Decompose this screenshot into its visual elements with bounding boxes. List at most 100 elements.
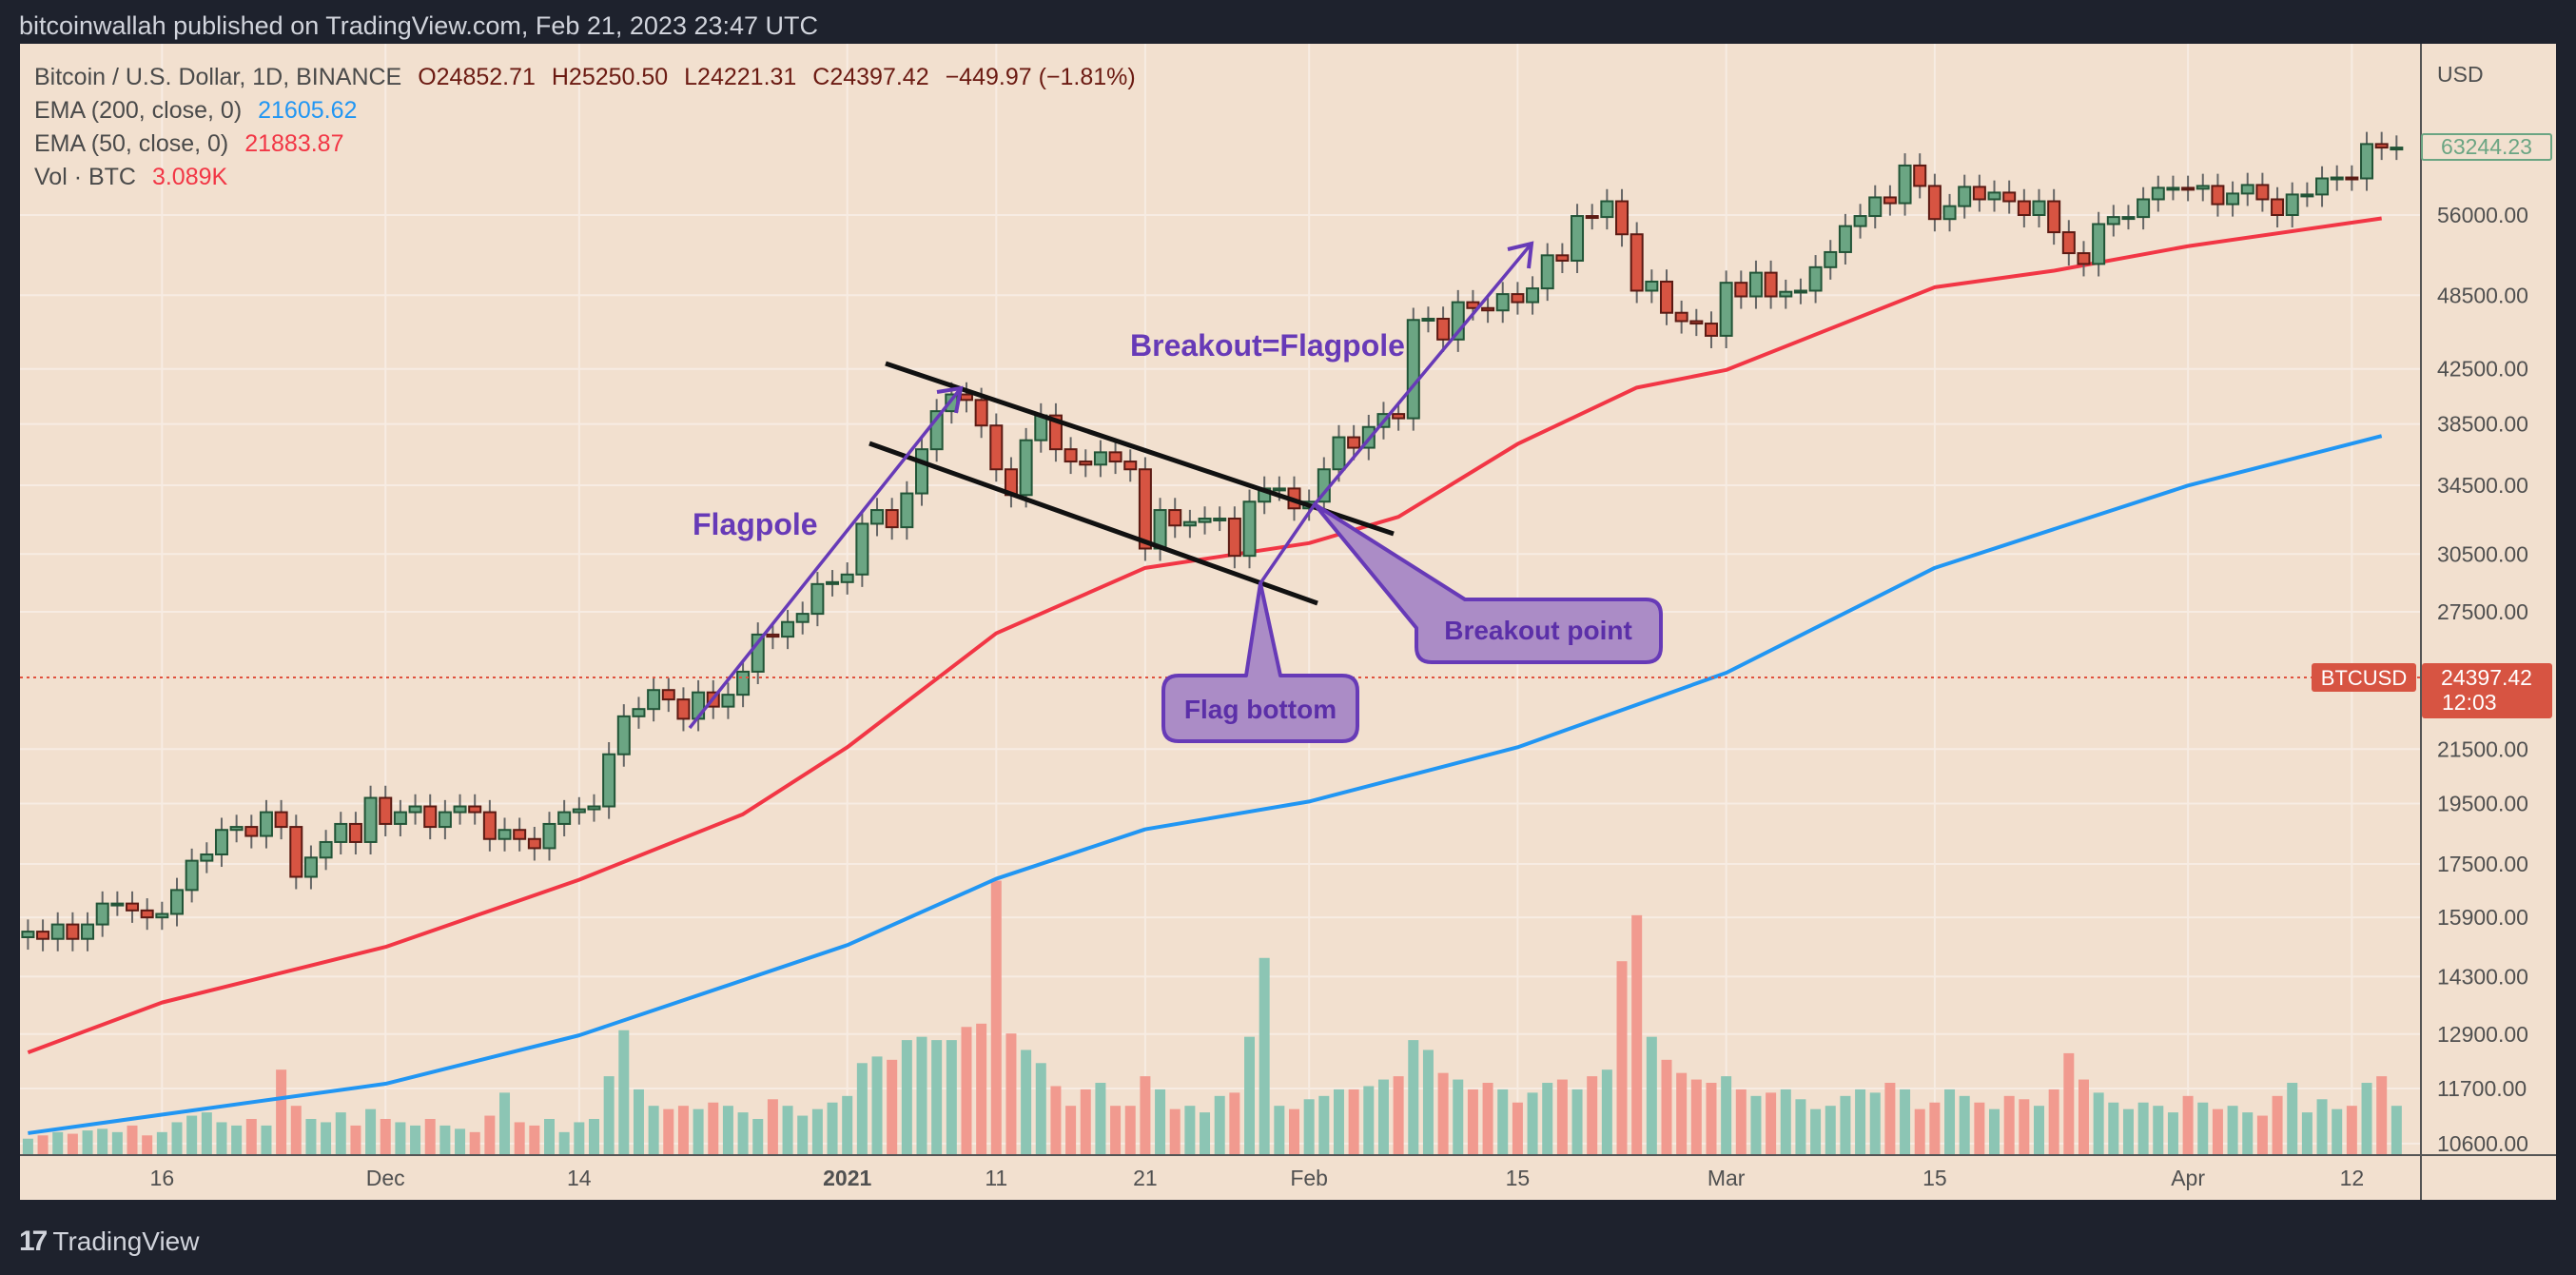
volume-bar: [976, 1023, 987, 1155]
volume-bar: [1021, 1049, 1032, 1155]
price-tick-label: 11700.00: [2437, 1076, 2527, 1101]
flag-bottom-callout[interactable]: Flag bottom: [1161, 581, 1359, 743]
volume-bar: [2093, 1092, 2104, 1155]
candle: [2390, 147, 2404, 151]
volume-bar: [1065, 1106, 1077, 1155]
candle: [2285, 193, 2299, 217]
candle: [2240, 184, 2254, 195]
tradingview-logo[interactable]: 17 TradingView: [19, 1226, 199, 1258]
volume-bar: [1200, 1112, 1211, 1155]
volume-bar: [111, 1131, 123, 1155]
candle: [2360, 143, 2374, 180]
price-tick-label: 34500.00: [2437, 473, 2528, 498]
price-tick-label: 48500.00: [2437, 283, 2528, 307]
candle: [572, 808, 586, 814]
price-tick-label: 12900.00: [2437, 1022, 2528, 1047]
candle: [348, 822, 362, 843]
candle: [1853, 215, 1867, 227]
volume-bar: [1408, 1040, 1419, 1155]
volume-bar: [2346, 1106, 2357, 1155]
volume-bar: [1989, 1108, 2000, 1155]
volume-bar: [499, 1092, 511, 1155]
candle: [1555, 254, 1570, 262]
candle: [602, 753, 616, 808]
volume-bar: [1914, 1108, 1925, 1155]
price-tick-label: 21500.00: [2437, 736, 2528, 761]
volume-bar: [350, 1125, 361, 1155]
candle: [2315, 177, 2330, 196]
candle: [1600, 200, 1614, 219]
volume-bar: [1437, 1072, 1449, 1155]
breakout-point-callout[interactable]: Breakout point: [1313, 502, 1663, 664]
candle: [840, 573, 854, 583]
publish-info: bitcoinwallah published on TradingView.c…: [19, 11, 819, 40]
chart-background: [20, 44, 2556, 1200]
volume-bar: [1035, 1063, 1046, 1155]
volume-bar: [216, 1122, 227, 1155]
candle: [781, 620, 795, 638]
volume-bar: [2019, 1099, 2030, 1155]
candle: [736, 670, 751, 696]
price-tick-label: 56000.00: [2437, 203, 2528, 227]
flag-upper-trendline[interactable]: [885, 361, 1395, 537]
symbol-legend-row[interactable]: Bitcoin / U.S. Dollar, 1D, BINANCE O2485…: [34, 61, 1145, 94]
price-tick-label: 30500.00: [2437, 541, 2528, 566]
volume-bar: [1587, 1076, 1598, 1155]
symbol-tag: BTCUSD: [2321, 666, 2407, 690]
volume-bar: [1318, 1095, 1330, 1155]
volume-bar: [439, 1125, 451, 1155]
flag-lower-trendline[interactable]: [868, 441, 1318, 606]
time-tick-label: 15: [1922, 1166, 1947, 1190]
price-tick-label: 19500.00: [2437, 792, 2528, 816]
volume-bar: [171, 1122, 183, 1155]
candle: [557, 811, 572, 825]
close-value: C24397.42: [812, 64, 929, 90]
candle: [1748, 271, 1763, 298]
candle: [721, 694, 735, 708]
volume-bar: [1855, 1089, 1866, 1155]
candle: [2151, 186, 2165, 201]
bar-countdown: 12:03: [2442, 690, 2497, 715]
candle: [2077, 252, 2091, 265]
volume-bar: [1929, 1102, 1941, 1155]
candle: [2226, 192, 2240, 206]
candle: [1942, 205, 1957, 221]
candle: [1093, 451, 1107, 466]
candle: [1838, 225, 1852, 253]
flagpole-arrow[interactable]: [688, 385, 964, 730]
volume-bar: [1244, 1036, 1256, 1155]
candle: [826, 580, 840, 585]
ema50-label: EMA (50, close, 0): [34, 130, 229, 157]
volume-bar: [1869, 1092, 1881, 1155]
candle: [1079, 461, 1093, 466]
candle: [1242, 500, 1257, 558]
candle: [1495, 293, 1510, 312]
candle: [50, 923, 65, 940]
volume-bar: [961, 1027, 972, 1155]
volume-bar: [887, 1059, 898, 1155]
candle: [661, 689, 675, 701]
volume-bar: [1453, 1079, 1464, 1155]
volume-bar: [2167, 1112, 2178, 1155]
ema50-legend-row[interactable]: EMA (50, close, 0) 21883.87: [34, 128, 1145, 161]
candle: [1660, 280, 1673, 314]
volume-bar: [380, 1119, 391, 1155]
candle: [408, 805, 422, 814]
volume-legend-row[interactable]: Vol · BTC 3.089K: [34, 161, 1145, 194]
candle: [438, 811, 452, 829]
price-tick-label: 15900.00: [2437, 905, 2528, 930]
volume-bar: [2063, 1052, 2075, 1155]
candle: [1734, 282, 1748, 298]
volume-bar: [1110, 1106, 1122, 1155]
candle: [2017, 200, 2031, 216]
candle: [1719, 282, 1733, 337]
candle: [1824, 250, 1838, 268]
ema200-value: 21605.62: [258, 97, 358, 124]
volume-bar: [1646, 1036, 1657, 1155]
ema200-legend-row[interactable]: EMA (200, close, 0) 21605.62: [34, 94, 1145, 128]
candle: [2061, 231, 2076, 255]
candle: [1421, 317, 1435, 322]
volume-bar: [2256, 1115, 2268, 1155]
candle: [2121, 216, 2136, 221]
